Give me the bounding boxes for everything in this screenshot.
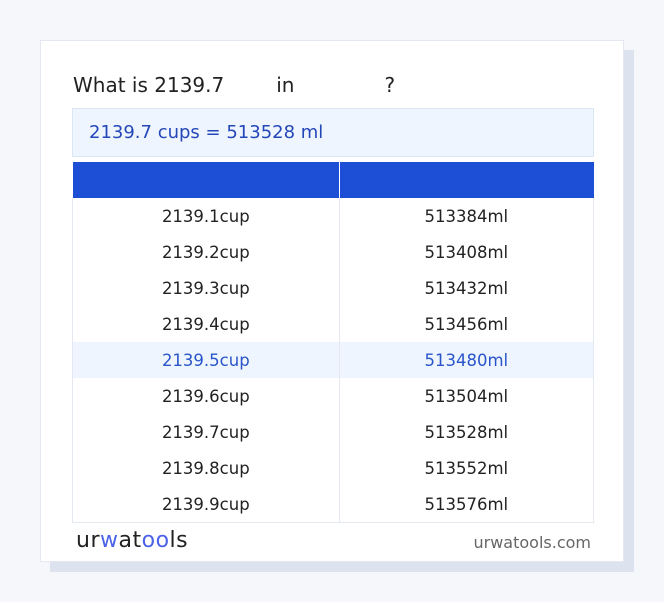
question-suffix: ? — [384, 73, 396, 97]
table-row: 2139.2cup 513408ml — [72, 234, 595, 270]
ml-cell: 513552ml — [338, 450, 595, 486]
table-row: 2139.4cup 513456ml — [72, 306, 595, 342]
ml-cell: 513528ml — [338, 414, 595, 450]
ml-cell: 513408ml — [338, 234, 595, 270]
site-link[interactable]: urwatools.com — [473, 533, 592, 552]
cup-cell: 2139.6cup — [72, 378, 340, 414]
converter-card: What is 2139.7 in? 2139.7 cups = 513528 m… — [40, 40, 624, 562]
cup-cell: 2139.3cup — [72, 270, 340, 306]
question-title: What is 2139.7 in? — [73, 73, 395, 97]
ml-cell: 513576ml — [338, 486, 595, 523]
cup-cell: 2139.1cup — [72, 198, 340, 234]
result-box: 2139.7 cups = 513528 ml — [72, 108, 594, 157]
question-prefix: What is 2139.7 — [73, 73, 225, 97]
table-row: 2139.7cup 513528ml — [72, 414, 595, 450]
table-row: 2139.9cup 513576ml — [72, 486, 595, 523]
table-row: 2139.5cup 513480ml — [72, 342, 595, 378]
table-row: 2139.3cup 513432ml — [72, 270, 595, 306]
header-from — [72, 162, 340, 198]
table-row: 2139.1cup 513384ml — [72, 198, 595, 234]
ml-cell: 513504ml — [338, 378, 595, 414]
cup-cell: 2139.7cup — [72, 414, 340, 450]
header-to — [338, 162, 594, 198]
cup-cell: 2139.5cup — [72, 342, 340, 378]
ml-cell: 513432ml — [338, 270, 595, 306]
cup-cell: 2139.9cup — [72, 486, 340, 523]
ml-cell: 513480ml — [338, 342, 595, 378]
ml-cell: 513456ml — [338, 306, 595, 342]
cup-cell: 2139.4cup — [72, 306, 340, 342]
cup-cell: 2139.8cup — [72, 450, 340, 486]
table-row: 2139.8cup 513552ml — [72, 450, 595, 486]
conversion-table: 2139.1cup 513384ml 2139.2cup 513408ml 2139.3… — [72, 162, 595, 523]
ml-cell: 513384ml — [338, 198, 595, 234]
cup-cell: 2139.2cup — [72, 234, 340, 270]
urwatools-logo[interactable]: urwatools — [76, 528, 189, 553]
table-row: 2139.6cup 513504ml — [72, 378, 595, 414]
question-middle: in — [276, 73, 295, 97]
